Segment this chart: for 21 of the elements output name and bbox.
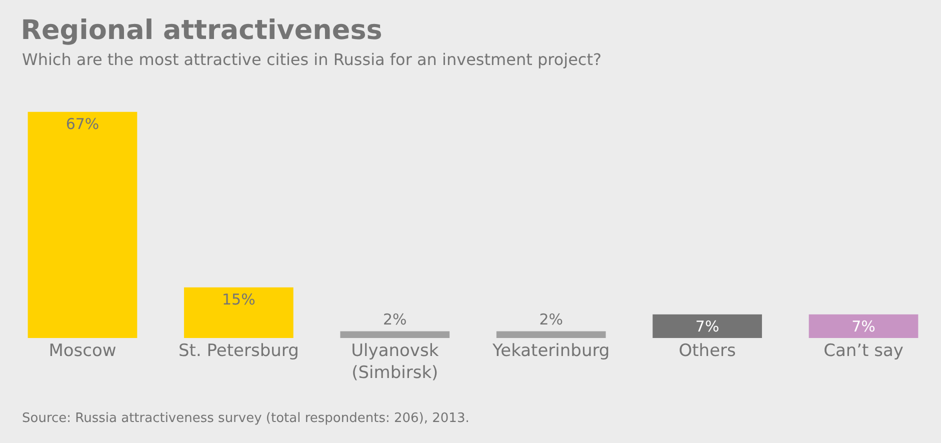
source-note: Source: Russia attractiveness survey (total respondents: 206), 2013. bbox=[22, 411, 470, 426]
bar bbox=[184, 287, 294, 338]
x-tick-label: Others bbox=[678, 341, 736, 361]
chart-subtitle: Which are the most attractive cities in Russia for an investment project? bbox=[22, 50, 602, 69]
data-label: 7% bbox=[695, 317, 720, 336]
x-tick-label: St. Petersburg bbox=[178, 341, 299, 361]
x-tick-label: Yekaterinburg bbox=[491, 341, 610, 361]
x-tick-label: Can’t say bbox=[824, 341, 904, 361]
data-label: 7% bbox=[852, 317, 876, 336]
chart-title: Regional attractiveness bbox=[20, 14, 382, 46]
bar bbox=[28, 112, 138, 338]
x-tick-label: Moscow bbox=[48, 341, 116, 361]
bar bbox=[340, 331, 450, 338]
bar bbox=[808, 314, 918, 338]
data-label: 15% bbox=[222, 290, 256, 308]
bar bbox=[652, 314, 762, 338]
x-tick-label: Ulyanovsk (Simbirsk) bbox=[351, 341, 439, 384]
data-label: 67% bbox=[66, 114, 100, 133]
data-label: 2% bbox=[539, 310, 564, 328]
data-label: 2% bbox=[382, 310, 407, 328]
bar bbox=[496, 331, 606, 338]
